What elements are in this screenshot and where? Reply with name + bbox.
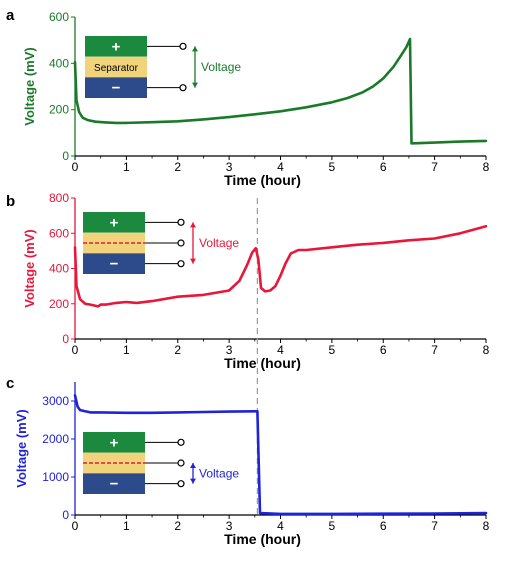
y-tick-label: 400	[49, 262, 69, 276]
cell-top-electrode	[83, 212, 145, 233]
inset-cell-diagram: + − Voltage	[83, 432, 239, 494]
series-line	[73, 224, 488, 308]
minus-sign: −	[110, 256, 119, 273]
y-tick-label: 0	[62, 332, 69, 346]
voltage-arrow-head-up	[192, 46, 198, 52]
cell-separator	[85, 56, 147, 78]
x-tick-label: 5	[329, 160, 336, 174]
x-tick-label: 4	[277, 343, 284, 357]
series-line	[73, 393, 488, 516]
terminal-circle	[177, 459, 185, 467]
inset-cell-diagram: + − Voltage	[83, 212, 239, 274]
x-tick-label: 2	[174, 160, 181, 174]
terminal-circle	[177, 260, 185, 268]
x-tick-label: 8	[483, 343, 490, 357]
x-tick-label: 8	[483, 519, 490, 533]
y-axis-title: Voltage (mV)	[22, 47, 37, 126]
y-tick-label: 400	[49, 56, 69, 70]
x-tick-label: 2	[174, 343, 181, 357]
cell-bottom-electrode	[83, 253, 145, 274]
terminal-circle	[177, 239, 185, 247]
plus-sign: +	[110, 214, 119, 231]
inset-cell-diagram: + − Separator Voltage	[85, 36, 241, 98]
panel-letter-a: a	[6, 7, 15, 24]
x-tick-label: 5	[329, 519, 336, 533]
x-tick-label: 4	[277, 519, 284, 533]
chart-panel-c: 0 1 2 3 4 5 6 7 8 0 1000 2000 3000 Time (hour) Voltage…	[14, 382, 490, 547]
x-tick-label: 0	[72, 160, 79, 174]
cell-bottom-electrode	[85, 77, 147, 98]
y-tick-label: 600	[49, 226, 69, 240]
x-tick-label: 1	[123, 519, 130, 533]
voltage-arrow-head-up	[190, 222, 196, 228]
voltage-arrow-head-down	[190, 258, 196, 264]
x-tick-label: 8	[483, 160, 490, 174]
x-tick-label: 2	[174, 519, 181, 533]
voltage-arrow-head-down	[190, 478, 196, 484]
x-tick-label: 3	[226, 160, 233, 174]
x-tick-label: 6	[380, 160, 387, 174]
cell-top-electrode	[83, 432, 145, 453]
x-tick-label: 6	[380, 519, 387, 533]
y-tick-label: 2000	[42, 432, 69, 446]
y-tick-label: 200	[49, 103, 69, 117]
y-tick-label: 1000	[42, 470, 69, 484]
voltage-arrow-head-up	[190, 463, 196, 468]
y-tick-label: 200	[49, 297, 69, 311]
y-tick-label: 0	[62, 508, 69, 522]
voltage-label: Voltage	[199, 466, 239, 480]
x-axis-title: Time (hour)	[224, 172, 301, 188]
x-tick-label: 3	[226, 343, 233, 357]
x-axis-title: Time (hour)	[224, 531, 301, 547]
terminal-circle	[179, 42, 187, 50]
series-line	[73, 37, 488, 145]
terminal-circle	[179, 84, 187, 92]
minus-sign: −	[112, 80, 121, 97]
y-axis-title: Voltage (mV)	[22, 229, 37, 308]
plus-sign: +	[112, 38, 121, 55]
terminal-circle	[177, 438, 185, 446]
panel-letter-b: b	[6, 193, 15, 210]
y-tick-label: 0	[62, 149, 69, 163]
voltage-arrow-head-down	[192, 82, 198, 88]
y-tick-label: 600	[49, 10, 69, 24]
terminal-circle	[177, 218, 185, 226]
minus-sign: −	[110, 476, 119, 493]
x-tick-label: 5	[329, 343, 336, 357]
panel-letter-c: c	[6, 375, 14, 392]
x-tick-label: 7	[431, 343, 438, 357]
separator-label: Separator	[94, 63, 139, 74]
voltage-label: Voltage	[199, 236, 239, 250]
x-tick-label: 0	[72, 343, 79, 357]
x-tick-label: 7	[431, 519, 438, 533]
chart-panel-a: 0 1 2 3 4 5 6 7 8 0 200 400 600 Time (hour) Voltage (m…	[22, 10, 490, 188]
y-axis-title: Voltage (mV)	[14, 409, 29, 488]
plus-sign: +	[110, 434, 119, 451]
x-tick-label: 1	[123, 343, 130, 357]
x-tick-label: 4	[277, 160, 284, 174]
x-axis-title: Time (hour)	[224, 355, 301, 371]
cell-top-electrode	[85, 36, 147, 57]
voltage-label: Voltage	[201, 60, 241, 74]
x-tick-label: 7	[431, 160, 438, 174]
cell-bottom-electrode	[83, 473, 145, 494]
y-tick-label: 800	[49, 191, 69, 205]
x-tick-label: 1	[123, 160, 130, 174]
y-tick-label: 3000	[42, 394, 69, 408]
x-tick-label: 0	[72, 519, 79, 533]
chart-panel-b: 0 1 2 3 4 5 6 7 8 0 200 400 600 800 Time (hour) Voltage…	[22, 191, 490, 515]
x-tick-label: 3	[226, 519, 233, 533]
x-tick-label: 6	[380, 343, 387, 357]
terminal-circle	[177, 480, 185, 488]
